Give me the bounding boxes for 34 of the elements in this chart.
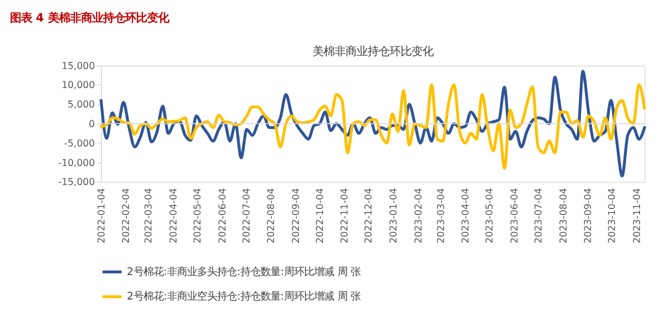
x-tick-label: 2022-01-04 — [96, 188, 108, 244]
x-tick-label: 2023-01-04 — [388, 188, 400, 244]
y-tick-label: -10,000 — [58, 158, 95, 169]
x-tick-label: 2022-11-04 — [340, 188, 351, 244]
y-tick-label: -5,000 — [64, 138, 95, 150]
x-tick-label: 2023-07-04 — [533, 188, 544, 244]
x-tick-label: 2023-03-04 — [436, 188, 447, 244]
x-tick-label: 2022-05-04 — [192, 188, 204, 244]
x-tick-label: 2023-04-04 — [460, 188, 472, 244]
chart-title: 图表 4 美棉非商业持仓环比变化 — [10, 10, 170, 25]
x-tick-label: 2023-09-04 — [583, 188, 594, 244]
y-tick-label: 0 — [88, 118, 95, 130]
chart-subtitle: 美棉非商业持仓环比变化 — [312, 44, 434, 58]
x-tick-label: 2022-09-04 — [290, 188, 302, 244]
x-tick-label: 2023-06-04 — [509, 188, 520, 244]
x-tick-label: 2023-11-04 — [632, 188, 643, 244]
x-tick-label: 2023-05-04 — [484, 188, 496, 244]
legend-label: 2号棉花:非商业多头持仓:持仓数量:周环比增减 周 张 — [126, 266, 361, 278]
x-tick-label: 2022-10-04 — [314, 188, 326, 244]
x-tick-label: 2022-04-04 — [168, 188, 180, 244]
x-tick-label: 2022-08-04 — [266, 188, 278, 244]
x-tick-label: 2022-06-04 — [217, 188, 228, 244]
x-tick-label: 2022-02-04 — [121, 188, 132, 244]
y-tick-label: -15,000 — [58, 177, 95, 188]
x-tick-label: 2023-08-04 — [558, 188, 570, 244]
y-tick-label: 15,000 — [62, 60, 95, 72]
x-tick-label: 2022-07-04 — [241, 188, 252, 244]
y-tick-label: 10,000 — [62, 80, 95, 92]
x-tick-label: 2022-03-04 — [144, 188, 155, 244]
x-tick-label: 2023-02-04 — [413, 188, 424, 244]
x-tick-label: 2023-10-04 — [607, 188, 618, 244]
x-tick-label: 2022-12-04 — [364, 188, 375, 244]
y-tick-label: 5,000 — [68, 100, 95, 111]
legend-label: 2号棉花:非商业空头持仓:持仓数量:周环比增减 周 张 — [126, 290, 361, 303]
